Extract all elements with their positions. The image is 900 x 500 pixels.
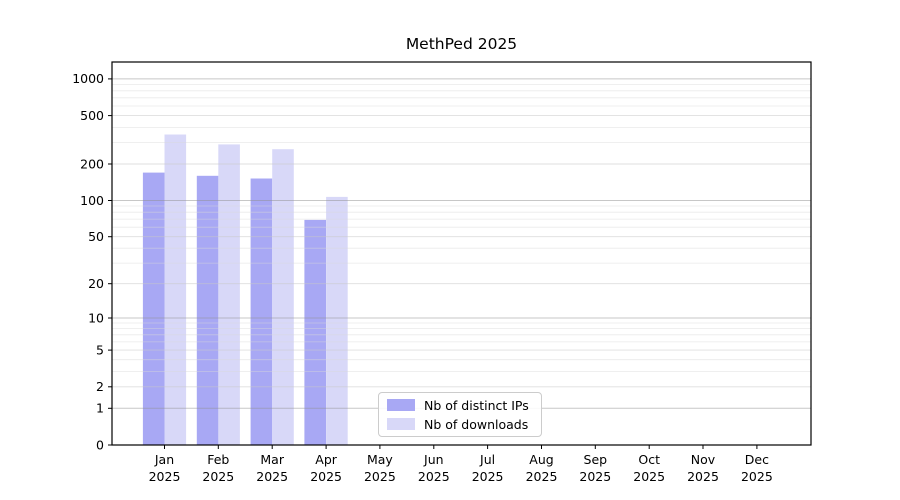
x-tick-label-year: 2025 (472, 469, 504, 484)
x-tick-label-year: 2025 (526, 469, 558, 484)
y-tick-label: 2 (96, 379, 104, 394)
x-tick-label-month: Sep (584, 452, 608, 467)
bar-jan-downloads (164, 134, 187, 445)
x-tick-label-year: 2025 (741, 469, 773, 484)
x-tick-label-year: 2025 (310, 469, 342, 484)
x-tick-label-month: Dec (745, 452, 769, 467)
bar-apr-downloads (326, 196, 348, 445)
x-tick-label-month: May (367, 452, 393, 467)
y-tick-label: 20 (88, 276, 104, 291)
chart-title: MethPed 2025 (405, 35, 518, 53)
legend-swatch-downloads (387, 418, 415, 430)
x-tick-label-month: Feb (207, 452, 229, 467)
x-tick-label-month: Jul (479, 452, 495, 467)
y-tick-label: 500 (80, 108, 104, 123)
x-tick-label-month: Nov (691, 452, 716, 467)
x-tick-label-month: Jun (423, 452, 444, 467)
x-tick-label-year: 2025 (202, 469, 234, 484)
legend: Nb of distinct IPs Nb of downloads (378, 392, 542, 437)
x-tick-label-year: 2025 (149, 469, 181, 484)
x-tick-label-month: Mar (260, 452, 284, 467)
x-tick-label-year: 2025 (256, 469, 288, 484)
bar-apr-distinct-ips (304, 219, 326, 445)
x-tick-label-month: Jan (154, 452, 174, 467)
bar-mar-distinct-ips (250, 178, 273, 445)
bar-feb-distinct-ips (196, 175, 219, 446)
x-tick-label-year: 2025 (418, 469, 450, 484)
x-tick-label-year: 2025 (579, 469, 611, 484)
y-tick-label: 200 (80, 156, 104, 171)
legend-label-distinct-ips: Nb of distinct IPs (424, 397, 529, 413)
y-tick-label: 50 (88, 229, 104, 244)
x-tick-label-month: Aug (529, 452, 553, 467)
y-tick-label: 5 (96, 342, 104, 357)
legend-item-distinct-ips: Nb of distinct IPs (387, 398, 533, 413)
y-tick-label: 10 (88, 310, 104, 325)
x-tick-label-year: 2025 (364, 469, 396, 484)
plot-frame (111, 61, 812, 446)
bar-feb-downloads (218, 144, 240, 445)
x-tick-label-month: Apr (315, 452, 337, 467)
x-tick-label-year: 2025 (633, 469, 665, 484)
legend-item-downloads: Nb of downloads (387, 417, 533, 432)
y-tick-label: 100 (80, 193, 104, 208)
x-tick-label-year: 2025 (687, 469, 719, 484)
y-tick-label: 1000 (72, 71, 104, 86)
bar-jan-distinct-ips (142, 172, 165, 445)
legend-swatch-distinct-ips (387, 399, 415, 411)
legend-label-downloads: Nb of downloads (424, 416, 529, 432)
x-tick-label-month: Oct (638, 452, 660, 467)
y-tick-label: 1 (96, 401, 104, 416)
y-tick-label: 0 (96, 437, 104, 452)
bar-mar-downloads (272, 149, 294, 445)
